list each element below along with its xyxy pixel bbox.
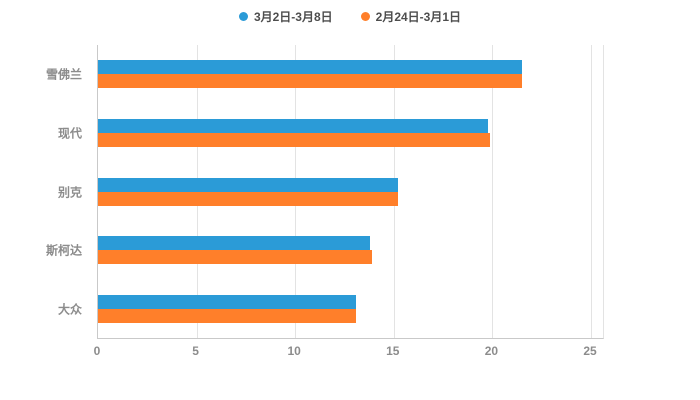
x-tick-label: 0 [93,344,101,358]
legend-label-series1: 3月2日-3月8日 [253,9,333,24]
x-tick-label: 10 [287,344,301,358]
y-axis-category-labels: 雪佛兰现代别克斯柯达大众 [0,45,90,338]
bar-2月24日-3月1日 [98,74,522,89]
legend-marker-series1-icon [238,11,248,21]
plot-area [97,45,604,339]
category-label: 大众 [57,302,82,317]
bar-2月24日-3月1日 [98,191,398,206]
bar-3月2日-3月8日 [98,118,489,133]
category-label: 别克 [57,185,82,199]
category-label: 现代 [57,126,82,141]
legend-item-series1[interactable]: 3月2日-3月8日 [238,8,333,25]
bar-3月2日-3月8日 [98,177,398,192]
gridline [591,45,592,338]
bar-3月2日-3月8日 [98,60,522,75]
legend-item-series2[interactable]: 2月24日-3月1日 [360,8,462,25]
bar-3月2日-3月8日 [98,294,357,309]
bar-2月24日-3月1日 [98,250,373,265]
x-tick-label: 25 [583,344,597,358]
bar-2月24日-3月1日 [98,308,357,323]
legend-marker-series2-icon [360,11,370,21]
x-tick-label: 20 [484,344,499,358]
legend-label-series2: 2月24日-3月1日 [375,9,462,24]
category-label: 斯柯达 [45,243,82,258]
x-axis-tick-labels: 0 5 10 15 20 25 [93,344,602,360]
x-tick-label: 15 [386,344,400,358]
bar-2月24日-3月1日 [98,132,491,147]
x-tick-label: 5 [192,344,199,358]
bar-3月2日-3月8日 [98,236,371,251]
category-label: 雪佛兰 [45,67,82,82]
chart-legend: 3月2日-3月8日 2月24日-3月1日 [0,6,700,26]
gridline [492,45,494,338]
